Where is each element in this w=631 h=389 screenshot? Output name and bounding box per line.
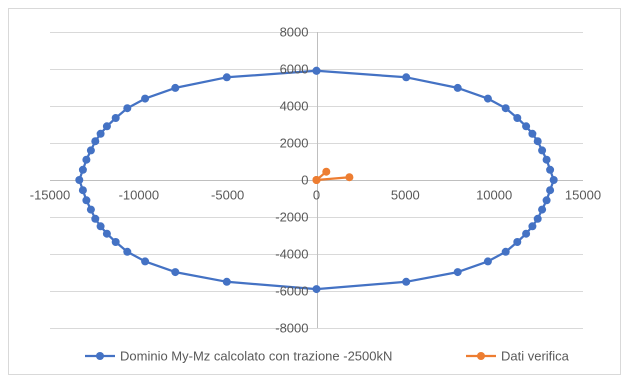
data-point bbox=[171, 83, 180, 92]
data-point bbox=[533, 214, 542, 223]
legend-swatch-marker bbox=[477, 352, 485, 360]
series-line bbox=[315, 170, 350, 182]
data-point bbox=[453, 83, 462, 92]
data-point bbox=[533, 137, 542, 146]
data-point bbox=[483, 257, 492, 266]
data-point bbox=[123, 104, 132, 113]
data-point bbox=[312, 176, 321, 184]
data-point bbox=[102, 122, 111, 131]
data-point bbox=[78, 165, 87, 174]
data-point bbox=[522, 122, 531, 131]
data-point bbox=[513, 238, 522, 246]
y-tick-label: -6000 bbox=[275, 284, 308, 299]
data-point bbox=[402, 73, 411, 82]
data-point bbox=[111, 238, 120, 246]
data-point bbox=[222, 73, 231, 82]
x-tick-label: -10000 bbox=[119, 188, 159, 203]
legend-label: Dati verifica bbox=[501, 349, 570, 364]
x-tick-label: 0 bbox=[313, 188, 320, 203]
data-point bbox=[222, 277, 231, 286]
y-tick-label: 2000 bbox=[280, 136, 309, 151]
data-point bbox=[82, 155, 91, 164]
tick-labels: -8000 -6000 -4000 -2000 0 2000 4000 6000 8000 -15… bbox=[30, 25, 601, 336]
data-point bbox=[96, 129, 105, 138]
data-point bbox=[402, 277, 411, 286]
y-tick-label: -4000 bbox=[275, 247, 308, 262]
y-tick-label: -8000 bbox=[275, 321, 308, 336]
legend-label: Dominio My-Mz calcolato con trazione -25… bbox=[120, 349, 392, 364]
data-point bbox=[171, 268, 180, 277]
data-point bbox=[322, 167, 331, 176]
y-tick-label: 6000 bbox=[280, 62, 309, 77]
data-point bbox=[141, 94, 150, 103]
x-tick-label: 5000 bbox=[391, 188, 420, 203]
data-point bbox=[513, 114, 522, 122]
x-tick-label: -5000 bbox=[211, 188, 244, 203]
data-point bbox=[538, 205, 547, 214]
data-point bbox=[542, 196, 551, 205]
legend-swatch-marker bbox=[96, 352, 104, 360]
x-tick-label: 10000 bbox=[476, 188, 512, 203]
legend-entry-1: Dominio My-Mz calcolato con trazione -25… bbox=[85, 349, 392, 364]
series-1 bbox=[75, 66, 558, 294]
data-point bbox=[75, 176, 84, 184]
y-tick-label: -2000 bbox=[275, 210, 308, 225]
data-point bbox=[483, 94, 492, 103]
data-point bbox=[522, 229, 531, 238]
data-point bbox=[528, 129, 537, 138]
series-layer bbox=[75, 66, 558, 294]
legend-entry-2: Dati verifica bbox=[466, 349, 570, 364]
data-point bbox=[102, 229, 111, 238]
data-point bbox=[123, 247, 132, 256]
data-point bbox=[91, 137, 100, 146]
data-point bbox=[78, 186, 87, 195]
y-tick-label: 8000 bbox=[280, 25, 309, 40]
x-tick-label: 15000 bbox=[565, 188, 601, 203]
gridlines bbox=[50, 32, 583, 329]
data-point bbox=[501, 247, 510, 256]
data-point bbox=[549, 176, 558, 184]
data-point bbox=[312, 66, 321, 75]
data-point bbox=[501, 104, 510, 113]
data-point bbox=[453, 268, 462, 277]
data-point bbox=[111, 114, 120, 122]
data-point bbox=[86, 146, 95, 155]
data-point bbox=[91, 214, 100, 223]
x-tick-label: -15000 bbox=[30, 188, 70, 203]
data-point bbox=[538, 146, 547, 155]
data-point bbox=[82, 196, 91, 205]
y-tick-label: 0 bbox=[301, 173, 308, 188]
series-2 bbox=[312, 167, 354, 184]
data-point bbox=[86, 205, 95, 214]
data-point bbox=[141, 257, 150, 266]
data-point bbox=[528, 222, 537, 231]
data-point bbox=[96, 222, 105, 231]
data-point bbox=[546, 165, 555, 174]
data-point bbox=[345, 173, 354, 182]
y-tick-label: 4000 bbox=[280, 99, 309, 114]
legend: Dominio My-Mz calcolato con trazione -25… bbox=[85, 349, 570, 364]
data-point bbox=[312, 285, 321, 294]
data-point bbox=[542, 155, 551, 164]
data-point bbox=[546, 186, 555, 195]
